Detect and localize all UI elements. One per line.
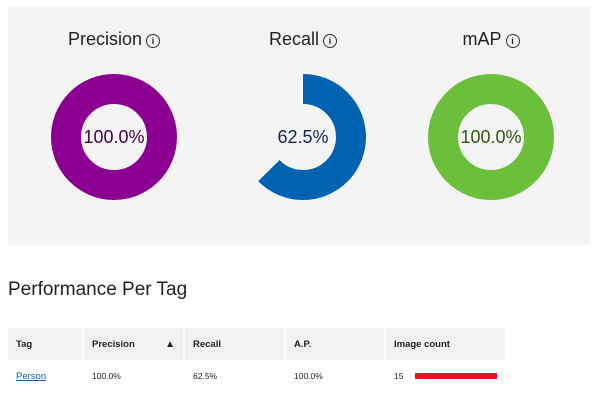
section-title: Performance Per Tag [8,279,188,300]
sort-ascending-icon[interactable]: ▲ [165,338,175,350]
performance-table: Tag Precision ▲ Recall A.P. Image count P… [6,328,507,392]
donut-arc [51,74,177,200]
table-row: Person 100.0% 62.5% 100.0% 15 [8,360,505,392]
info-icon[interactable]: i [323,34,338,48]
map-metric: mAP i 100.0% [401,7,581,245]
precision-value: 100.0% [83,126,145,147]
metrics-panel: Precision i 100.0% Recall i 62.5% mAP i 100… [8,7,590,245]
recall-metric: Recall i 62.5% [213,7,393,245]
column-header-recall[interactable]: Recall [185,328,284,360]
recall-title: Recall [268,29,320,49]
column-header-tag[interactable]: Tag [8,328,82,360]
tag-cell: Person [8,360,82,392]
map-title: mAP [462,29,502,49]
donut-arc [240,74,366,200]
info-icon[interactable]: i [505,34,520,48]
image-count-value: 15 [394,371,404,381]
precision-donut [51,74,177,200]
column-header-precision[interactable]: Precision ▲ [84,328,183,360]
precision-title: Precision [67,29,143,49]
map-value: 100.0% [460,126,522,147]
recall-cell: 62.5% [193,371,218,381]
precision-cell: 100.0% [92,371,121,381]
image-count-bar [415,373,498,379]
column-header-image-count[interactable]: Image count [386,328,506,360]
recall-value: 62.5% [277,126,329,147]
tag-link[interactable]: Person [16,370,47,382]
info-icon[interactable]: i [146,34,161,48]
recall-donut [240,74,366,200]
image-count-cell: 15 [386,360,505,392]
precision-metric: Precision i 100.0% [24,7,204,245]
column-header-ap[interactable]: A.P. [286,328,384,360]
donut-arc [428,74,554,200]
table-header-row: Tag Precision ▲ Recall A.P. Image count [8,328,506,360]
map-donut [428,74,554,200]
ap-cell: 100.0% [294,371,323,381]
